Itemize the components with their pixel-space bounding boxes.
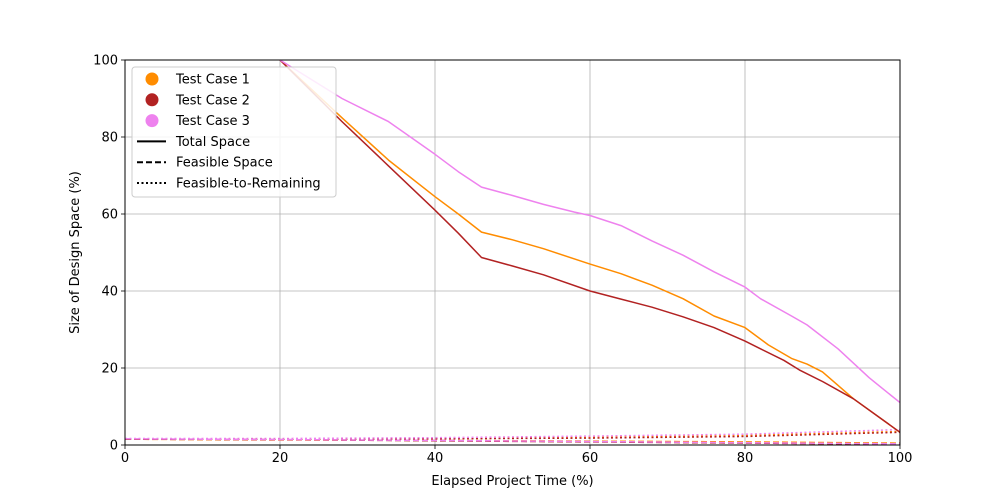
legend-marker-series-1 bbox=[145, 72, 159, 86]
y-tick-label: 60 bbox=[101, 208, 118, 223]
series-3-feasible-space-line bbox=[124, 438, 901, 445]
series-1-total-space-line bbox=[279, 59, 901, 433]
legend-label-series-1: Test Case 1 bbox=[175, 73, 250, 88]
series-3-total-space-line bbox=[279, 59, 901, 404]
x-tick-label: 20 bbox=[272, 451, 289, 466]
legend-marker-series-2 bbox=[145, 93, 159, 107]
series-2-total-space-line bbox=[279, 59, 901, 433]
series-3-feasible-to-remaining-line bbox=[125, 428, 901, 440]
x-tick-label: 0 bbox=[121, 451, 129, 466]
y-tick-label: 0 bbox=[110, 439, 118, 454]
legend: Test Case 1 Test Case 2 Test Case 3 Total S… bbox=[131, 66, 337, 198]
plot-frame bbox=[124, 59, 901, 446]
axis-ticks: 0 20 40 60 80 100 0 20 40 60 80 100 bbox=[93, 54, 912, 467]
legend-label-linestyle-1: Total Space bbox=[175, 135, 250, 150]
series-layer bbox=[124, 59, 901, 445]
x-tick-label: 40 bbox=[427, 451, 444, 466]
legend-label-series-2: Test Case 2 bbox=[175, 93, 250, 108]
y-tick-label: 80 bbox=[101, 131, 118, 146]
legend-marker-series-3 bbox=[145, 114, 159, 128]
y-tick-label: 20 bbox=[101, 362, 118, 377]
y-tick-label: 40 bbox=[101, 285, 118, 300]
legend-label-linestyle-2: Feasible Space bbox=[176, 156, 273, 171]
x-axis-label: Elapsed Project Time (%) bbox=[431, 474, 593, 489]
legend-label-linestyle-3: Feasible-to-Remaining bbox=[176, 177, 321, 192]
legend-box bbox=[131, 66, 337, 198]
x-tick-label: 100 bbox=[888, 451, 913, 466]
legend-label-series-3: Test Case 3 bbox=[175, 114, 250, 129]
y-tick-label: 100 bbox=[93, 54, 118, 69]
x-tick-label: 80 bbox=[737, 451, 754, 466]
x-tick-label: 60 bbox=[582, 451, 599, 466]
y-axis-label: Size of Design Space (%) bbox=[68, 171, 83, 334]
series-2-feasible-to-remaining-line bbox=[124, 431, 901, 440]
